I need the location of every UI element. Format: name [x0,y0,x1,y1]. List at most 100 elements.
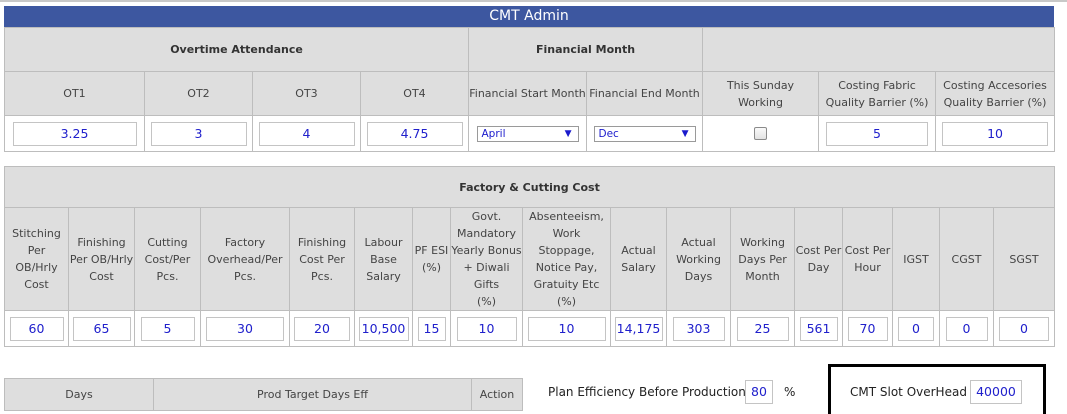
factory-value-input[interactable]: 10 [527,316,606,341]
factory-value-cell: 30 [200,310,290,347]
factory-value-input[interactable]: 30 [206,316,284,341]
factory-column-header-line: Cost Per [299,252,345,266]
sunday-working-header: This Sunday Working [702,71,820,116]
ot3-input[interactable]: 4 [258,121,355,146]
ot2-header: OT2 [144,71,253,116]
factory-value-input[interactable]: 60 [9,316,64,341]
factory-column-header-line: Finishing [77,235,126,249]
ot4-input[interactable]: 4.75 [366,121,463,146]
factory-column-header-line: Cost/Per [144,252,191,266]
factory-column-header-line: Absenteeism, [529,210,604,223]
factory-column-header-line: Base [370,252,397,266]
factory-column-header-line: Yearly Bonus [451,244,522,257]
plan-efficiency-label: Plan Efficiency Before Production [548,385,746,399]
financial-end-select[interactable]: Dec ▼ [593,125,696,142]
factory-column-header-line: Cost Per [795,244,842,257]
factory-value-cell: 10 [522,310,611,347]
factory-column-header: Actual Salary [610,207,667,311]
factory-column-header-line: IGST [903,252,929,266]
factory-column-header-line: Govt. [471,210,502,223]
top-border [0,0,1067,2]
financial-group-header: Financial Month [467,27,704,72]
cmt-slot-overhead-input[interactable]: 40000 [970,380,1022,404]
factory-column-header: Cost Per Hour [842,207,893,311]
factory-column-header-line: Pcs. [234,269,256,283]
factory-value-input[interactable]: 20 [294,316,350,341]
factory-column-header: Factory Overhead/Per Pcs. [200,207,290,311]
factory-column-header-line: Salary [621,261,656,274]
accessories-barrier-label-line2: Quality Barrier (%) [943,95,1047,109]
factory-column-header-line: (%) [476,295,497,308]
action-header: Action [471,378,523,411]
factory-column-header: CGST [939,207,994,311]
factory-value-input[interactable]: 5 [140,316,195,341]
factory-value-input[interactable]: 15 [417,316,446,341]
financial-start-select[interactable]: April ▼ [476,125,579,142]
factory-value-cell: 0 [939,310,994,347]
fabric-barrier-label-line2: Quality Barrier (%) [825,95,929,109]
plan-efficiency-input[interactable]: 80 [745,380,773,404]
overtime-group-header: Overtime Attendance [4,27,469,72]
factory-value-input[interactable]: 14,175 [614,316,663,341]
financial-start-header: Financial Start Month [468,71,587,116]
ot2-input[interactable]: 3 [150,121,247,146]
factory-column-header-line: Days [684,269,713,283]
factory-value-input[interactable]: 0 [999,316,1050,341]
factory-value-input[interactable]: 561 [799,316,838,341]
ot1-input[interactable]: 3.25 [12,121,137,146]
factory-column-header-line: Day [807,261,830,274]
factory-column-header-line: Working [676,252,721,266]
factory-value-input[interactable]: 0 [945,316,988,341]
factory-column-header: Absenteeism, Work Stoppage, Notice Pay, Gra… [522,207,611,311]
fabric-barrier-input[interactable]: 5 [826,121,929,146]
factory-value-input[interactable]: 303 [672,316,725,341]
factory-value-input[interactable]: 10 [456,316,517,341]
factory-value-cell: 10,500 [354,310,413,347]
factory-column-header: Stitching Per OB/Hrly Cost [4,207,69,311]
factory-column-header: Finishing Per OB/Hrly Cost [68,207,135,311]
factory-column-header-line: Notice Pay, [535,261,598,274]
factory-value-input[interactable]: 10,500 [358,316,409,341]
factory-value-input[interactable]: 65 [72,316,131,341]
factory-column-header-line: Actual [621,244,656,257]
factory-value-cell: 0 [992,310,1056,347]
factory-column-header-line: Working [740,235,785,249]
factory-column-header: Working Days Per Month [730,207,795,311]
factory-group-header: Factory & Cutting Cost [3,166,1056,208]
factory-value-input[interactable]: 0 [898,316,934,341]
factory-column-header-line: Salary [366,269,401,283]
cmt-slot-overhead-label: CMT Slot OverHead [850,385,967,399]
factory-column-header: Cost Per Day [794,207,843,311]
dropdown-arrow-icon: ▼ [564,128,572,139]
factory-column-header-line: SGST [1009,252,1039,266]
factory-value-input[interactable]: 25 [736,316,789,341]
factory-column-header-line: Days Per [738,252,787,266]
factory-value-input[interactable]: 70 [847,316,888,341]
ot1-header: OT1 [4,71,145,116]
factory-value-cell: 14,175 [610,310,667,347]
factory-column-header-line: (%) [421,261,442,274]
accessories-barrier-input[interactable]: 10 [942,121,1049,146]
factory-column-header-line: Month [745,269,780,283]
factory-column-header-line: Pcs. [311,269,333,283]
page-title: CMT Admin [4,6,1054,27]
factory-value-cell: 10 [450,310,523,347]
factory-column-header-line: Stitching [12,227,61,240]
factory-value-cell: 303 [666,310,731,347]
factory-column-header-line: Gratuity Etc (%) [533,278,600,308]
plan-efficiency-unit: % [784,385,796,399]
factory-column-header-line: Finishing [297,235,347,249]
factory-column-header-line: Per OB/Hrly [69,252,134,266]
factory-column-header-line: Labour [364,235,403,249]
sunday-working-checkbox[interactable] [754,127,768,141]
factory-value-cell: 5 [134,310,201,347]
factory-value-cell: 65 [68,310,135,347]
factory-column-header: PF ESI (%) [412,207,451,311]
cmt-slot-overhead-box [828,364,1046,414]
factory-column-header: IGST [892,207,940,311]
factory-column-header-line: PF ESI [414,244,449,257]
factory-value-cell: 20 [289,310,355,347]
factory-column-header-line: Work Stoppage, [538,227,595,257]
factory-column-header-line: Cutting [147,235,188,249]
factory-column-header-line: Per OB/Hrly [15,244,58,274]
